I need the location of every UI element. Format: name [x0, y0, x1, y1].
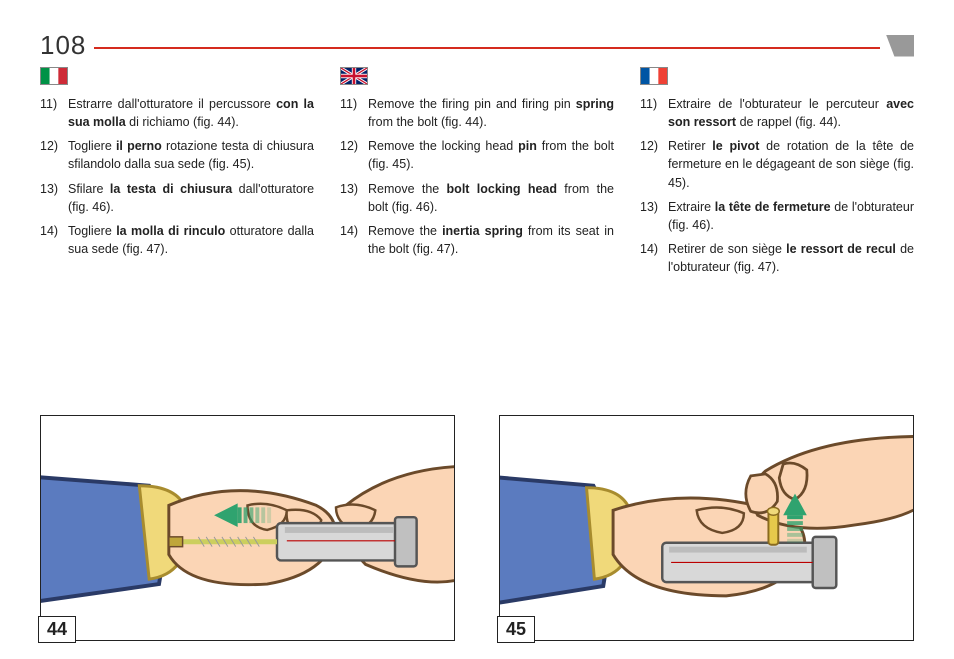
step-number: 14) [40, 222, 68, 258]
fr-flag-icon [640, 67, 668, 85]
step-number: 12) [640, 137, 668, 191]
figure-44-illustration [40, 415, 455, 641]
step-number: 11) [340, 95, 368, 131]
instruction-item: 12)Remove the locking head pin from the … [340, 137, 614, 173]
step-text: Remove the bolt locking head from the bo… [368, 180, 614, 216]
figure-label-45: 45 [497, 616, 535, 643]
step-number: 13) [40, 180, 68, 216]
instruction-list: 11)Estrarre dall'otturatore il percussor… [40, 95, 314, 258]
instruction-item: 14)Togliere la molla di rinculo otturato… [40, 222, 314, 258]
step-number: 12) [40, 137, 68, 173]
step-number: 13) [640, 198, 668, 234]
instruction-item: 12)Togliere il perno rotazione testa di … [40, 137, 314, 173]
step-number: 11) [40, 95, 68, 131]
step-text: Togliere il perno rotazione testa di chi… [68, 137, 314, 173]
step-text: Retirer de son siège le ressort de recul… [668, 240, 914, 276]
text-columns: 11)Estrarre dall'otturatore il percussor… [40, 67, 914, 282]
instruction-item: 13)Sfilare la testa di chiusura dall'ott… [40, 180, 314, 216]
figure-45: 45 [499, 415, 914, 641]
step-text: Extraire de l'obturateur le percuteur av… [668, 95, 914, 131]
instruction-item: 14)Remove the inertia spring from its se… [340, 222, 614, 258]
step-number: 14) [640, 240, 668, 276]
instruction-item: 14)Retirer de son siège le ressort de re… [640, 240, 914, 276]
instruction-list: 11)Remove the firing pin and firing pin … [340, 95, 614, 258]
step-number: 13) [340, 180, 368, 216]
text-column: 11)Remove the firing pin and firing pin … [340, 67, 614, 282]
step-text: Togliere la molla di rinculo otturatore … [68, 222, 314, 258]
text-column: 11)Estrarre dall'otturatore il percussor… [40, 67, 314, 282]
text-column: 11)Extraire de l'obturateur le percuteur… [640, 67, 914, 282]
step-text: Extraire la tête de fermeture de l'obtur… [668, 198, 914, 234]
instruction-item: 11)Estrarre dall'otturatore il percussor… [40, 95, 314, 131]
page-header: 108 [40, 30, 914, 61]
it-flag-icon [40, 67, 68, 85]
gb-flag-icon [340, 67, 368, 85]
figure-44: 44 [40, 415, 455, 641]
step-text: Retirer le pivot de rotation de la tête … [668, 137, 914, 191]
step-text: Remove the inertia spring from its seat … [368, 222, 614, 258]
instruction-list: 11)Extraire de l'obturateur le percuteur… [640, 95, 914, 276]
figure-label-44: 44 [38, 616, 76, 643]
step-text: Estrarre dall'otturatore il percussore c… [68, 95, 314, 131]
instruction-item: 13)Remove the bolt locking head from the… [340, 180, 614, 216]
step-number: 11) [640, 95, 668, 131]
instruction-item: 11)Extraire de l'obturateur le percuteur… [640, 95, 914, 131]
step-text: Remove the firing pin and firing pin spr… [368, 95, 614, 131]
instruction-item: 13)Extraire la tête de fermeture de l'ob… [640, 198, 914, 234]
figure-45-illustration [499, 415, 914, 641]
figure-row: 44 [40, 415, 914, 641]
page-number: 108 [40, 30, 86, 61]
instruction-item: 12)Retirer le pivot de rotation de la tê… [640, 137, 914, 191]
step-number: 12) [340, 137, 368, 173]
header-rule [94, 47, 880, 49]
instruction-item: 11)Remove the firing pin and firing pin … [340, 95, 614, 131]
step-number: 14) [340, 222, 368, 258]
step-text: Remove the locking head pin from the bol… [368, 137, 614, 173]
corner-tab-icon [886, 35, 914, 57]
step-text: Sfilare la testa di chiusura dall'ottura… [68, 180, 314, 216]
